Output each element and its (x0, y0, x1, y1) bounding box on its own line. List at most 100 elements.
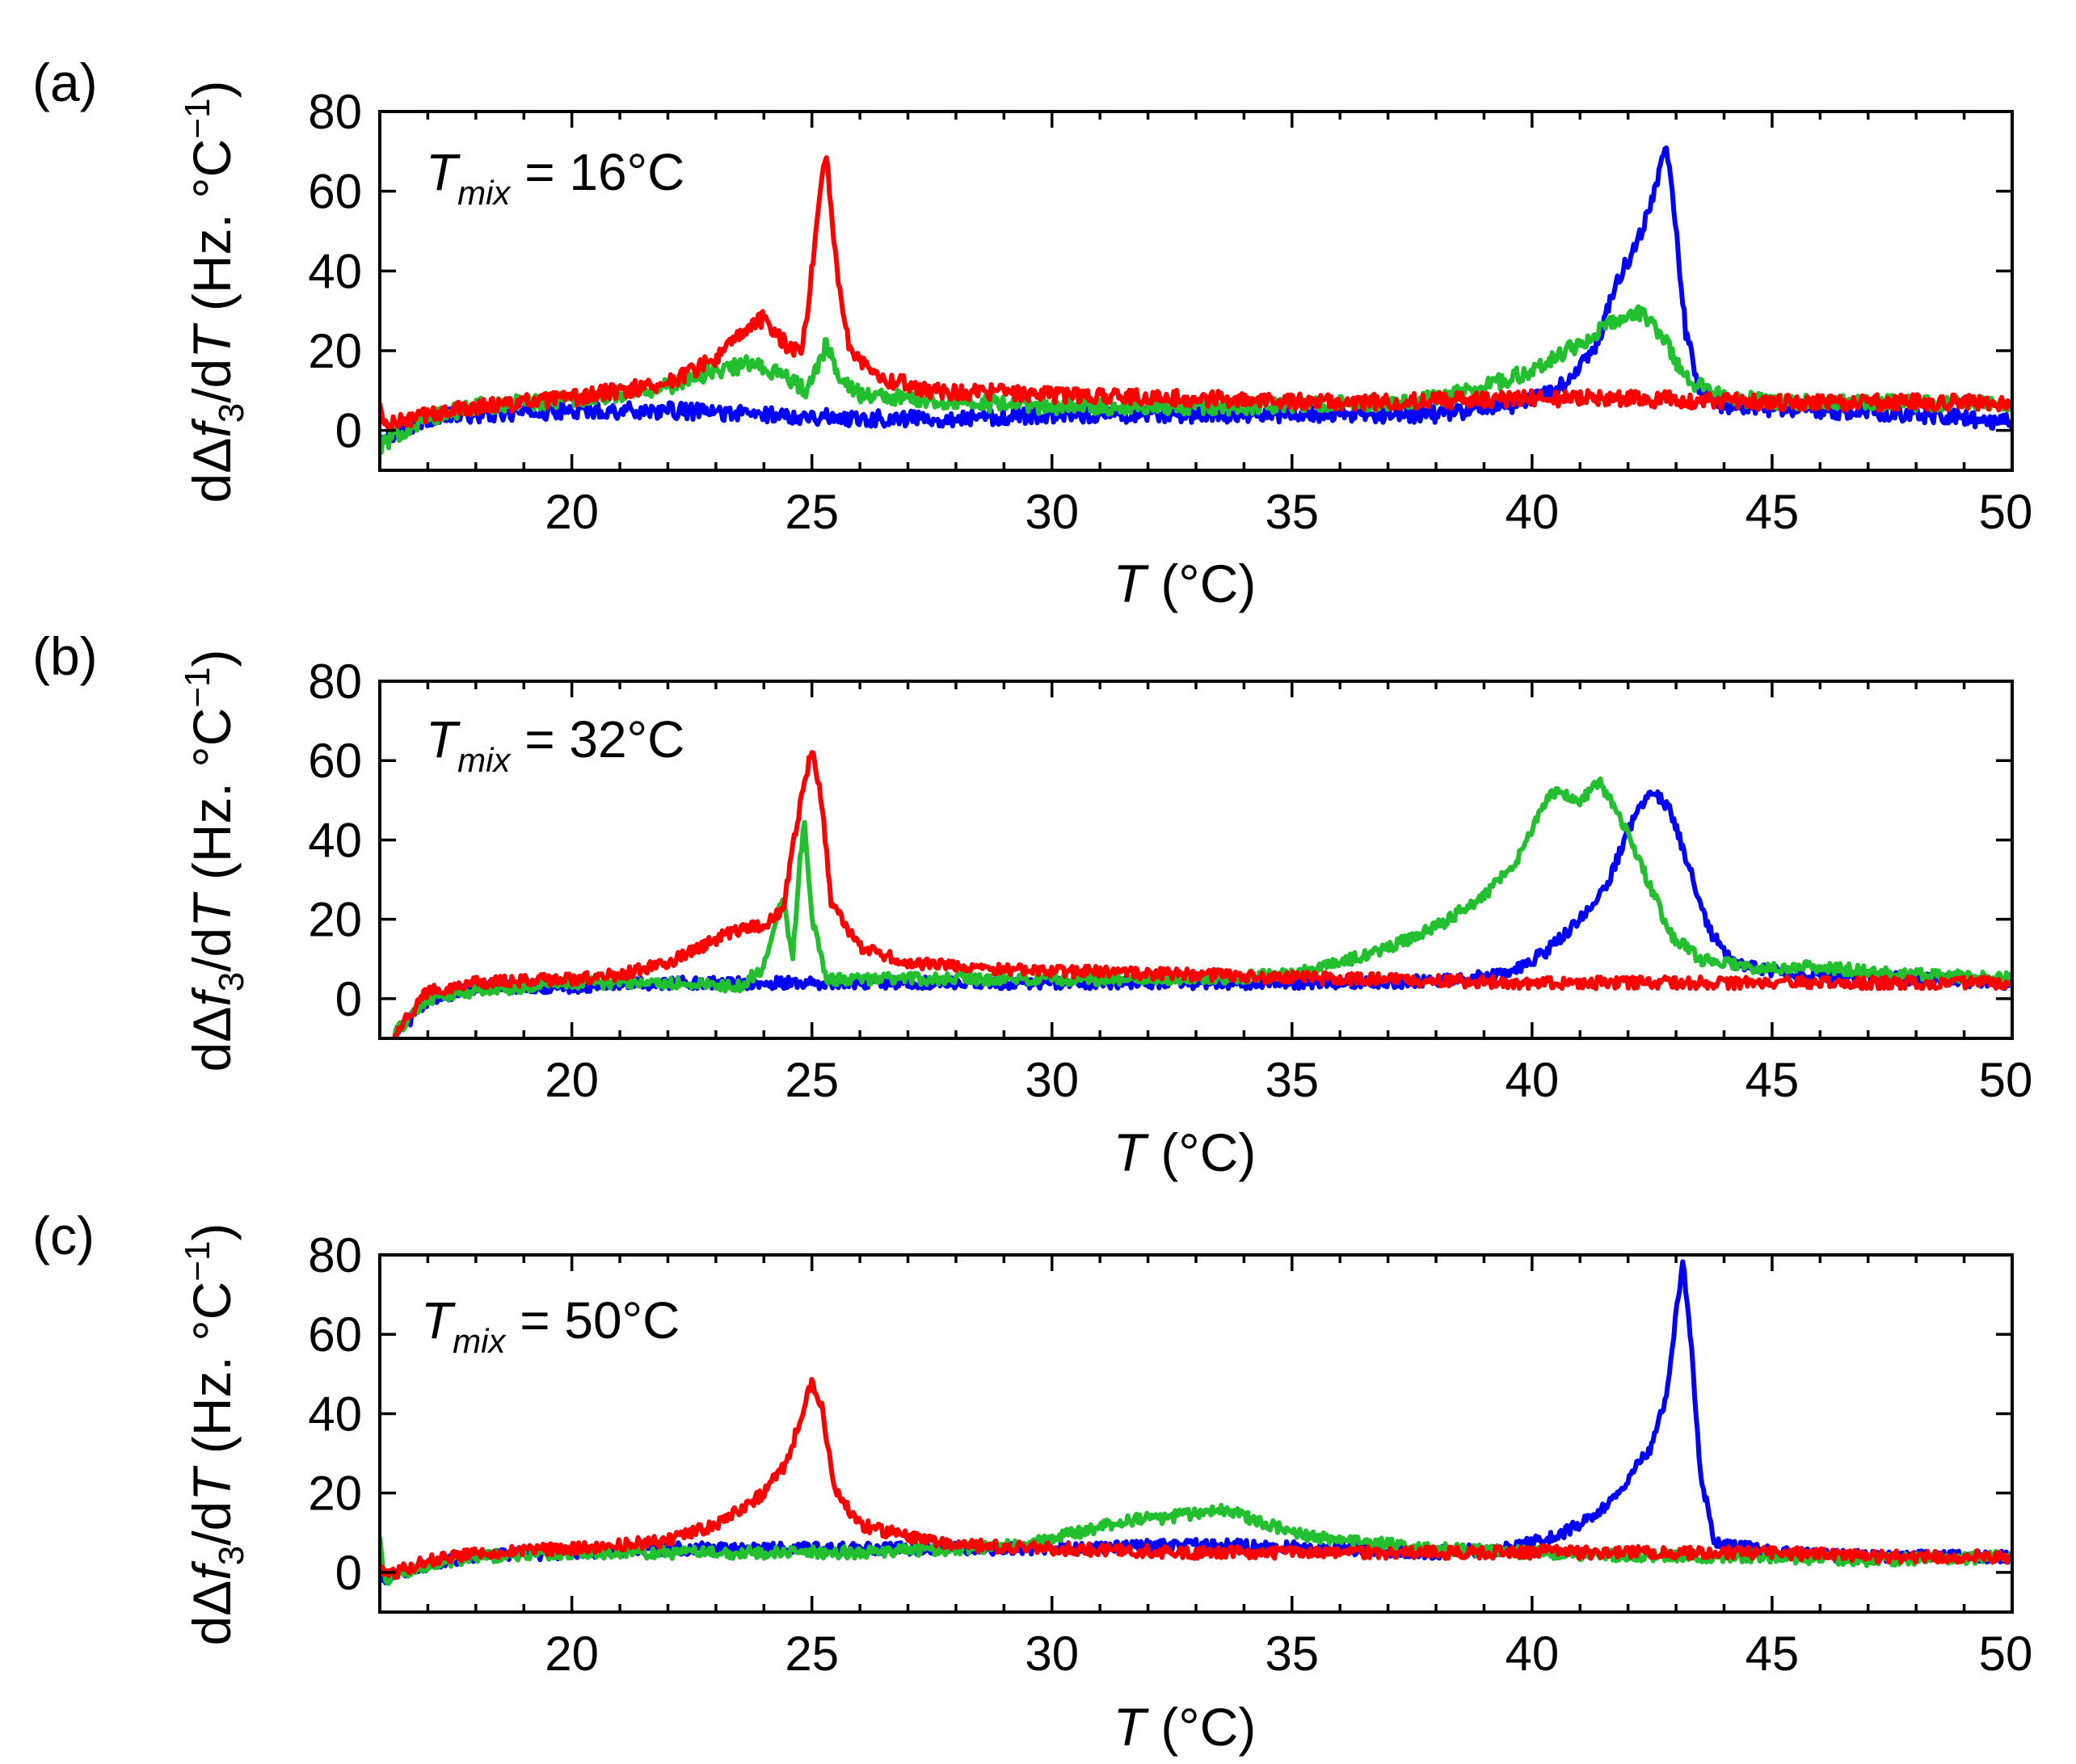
annotation-symbol: T (426, 143, 461, 201)
x-tick-label: 25 (785, 1053, 839, 1107)
x-tick-label: 45 (1745, 1053, 1800, 1107)
x-tick-label: 40 (1505, 1627, 1560, 1681)
series-line-blue (392, 789, 2012, 1038)
x-axis-units: (°C) (1146, 554, 1256, 613)
y-label-superscript: −1 (178, 99, 217, 139)
annotation-subscript: mix (457, 174, 512, 212)
annotation-subscript: mix (457, 741, 512, 779)
x-tick-label: 45 (1745, 1627, 1800, 1681)
y-label-delta: Δ (182, 438, 242, 474)
y-label-T: T (182, 1465, 242, 1501)
y-tick-label: 20 (308, 1467, 362, 1521)
y-tick-label: 80 (308, 655, 362, 709)
y-label-delta: Δ (182, 1007, 242, 1042)
y-label-superscript: −1 (178, 1241, 217, 1282)
y-label-close: ) (182, 81, 242, 99)
mix-temperature-annotation: Tmix = 32°C (426, 710, 684, 779)
x-tick-label: 25 (785, 1627, 839, 1681)
y-tick-label: 0 (335, 972, 362, 1026)
annotation-value: = 32°C (510, 710, 684, 768)
x-tick-label: 30 (1025, 1627, 1079, 1681)
annotation-symbol: T (426, 710, 461, 768)
x-axis-title: T (°C) (1114, 554, 1257, 613)
series-line-red (380, 155, 2012, 432)
x-tick-label: 40 (1505, 1053, 1560, 1107)
annotation-subscript: mix (453, 1322, 507, 1360)
x-tick-label: 20 (545, 1053, 599, 1107)
y-label-units: (Hz. °C (182, 139, 242, 326)
y-label-close: ) (182, 1223, 242, 1241)
y-axis-title: dΔf3/dT (Hz. °C−1) (178, 81, 251, 503)
y-label-T: T (182, 322, 242, 359)
y-label-subscript: 3 (212, 403, 251, 423)
series-line-red (380, 1377, 2012, 1580)
x-tick-label: 20 (545, 1627, 599, 1681)
x-tick-label: 30 (1025, 485, 1079, 539)
y-label-d: d (182, 1042, 242, 1072)
panel-label: (c) (32, 1206, 95, 1265)
y-label-delta: Δ (182, 1581, 242, 1616)
y-tick-label: 40 (308, 244, 362, 298)
y-label-d: d (182, 474, 242, 503)
y-label-units: (Hz. °C (182, 708, 242, 895)
y-label-close: ) (182, 650, 242, 667)
x-tick-label: 35 (1265, 1627, 1319, 1681)
x-axis-units: (°C) (1146, 1122, 1256, 1182)
x-axis-symbol: T (1114, 1697, 1150, 1757)
x-tick-label: 20 (545, 485, 599, 539)
y-tick-label: 80 (308, 85, 362, 139)
y-label-subscript: 3 (212, 1546, 251, 1565)
y-label-slash: /d (182, 928, 242, 972)
series-line-red (392, 750, 2012, 1038)
y-tick-label: 80 (308, 1228, 362, 1282)
y-tick-label: 60 (308, 1307, 362, 1362)
x-tick-label: 25 (785, 485, 839, 539)
plot-area: 20 25 30 35 40 45 50 0 20 40 60 80 (308, 655, 2032, 1107)
x-tick-label: 30 (1025, 1053, 1079, 1107)
series-line-green (380, 304, 2012, 455)
annotation-value: = 50°C (505, 1291, 680, 1349)
y-label-superscript: −1 (178, 667, 217, 708)
x-axis-title: T (°C) (1114, 1122, 1257, 1182)
y-tick-label: 20 (308, 324, 362, 378)
y-label-d: d (182, 1616, 242, 1646)
y-tick-label: 60 (308, 165, 362, 219)
x-axis-units: (°C) (1146, 1697, 1256, 1757)
y-label-slash: /d (182, 359, 242, 403)
y-axis-title: dΔf3/dT (Hz. °C−1) (178, 650, 251, 1072)
x-tick-label: 35 (1265, 485, 1319, 539)
y-label-units: (Hz. °C (182, 1282, 242, 1469)
x-tick-label: 50 (1979, 1053, 2033, 1107)
mix-temperature-annotation: Tmix = 50°C (421, 1291, 680, 1360)
x-axis-symbol: T (1114, 554, 1150, 613)
y-tick-label: 0 (335, 404, 362, 458)
annotation-value: = 16°C (510, 143, 684, 201)
y-axis-title: dΔf3/dT (Hz. °C−1) (178, 1223, 251, 1646)
y-tick-label: 60 (308, 734, 362, 788)
annotation-symbol: T (421, 1291, 456, 1349)
y-tick-label: 20 (308, 893, 362, 947)
mix-temperature-annotation: Tmix = 16°C (426, 143, 684, 212)
y-tick-label: 0 (335, 1546, 362, 1600)
series-group (392, 750, 2012, 1038)
x-tick-label: 40 (1505, 485, 1560, 539)
panel-label: (b) (32, 626, 98, 686)
x-tick-label: 50 (1979, 1627, 2033, 1681)
x-tick-label: 35 (1265, 1053, 1319, 1107)
panel-label: (a) (32, 53, 98, 112)
plot-area: 20 25 30 35 40 45 50 0 20 40 60 80 (308, 1228, 2032, 1681)
y-tick-label: 40 (308, 1387, 362, 1441)
x-axis-title: T (°C) (1114, 1697, 1257, 1757)
y-tick-label: 40 (308, 813, 362, 867)
x-tick-label: 50 (1979, 485, 2033, 539)
y-label-slash: /d (182, 1501, 242, 1546)
y-label-subscript: 3 (212, 972, 251, 991)
x-tick-label: 45 (1745, 485, 1800, 539)
x-axis-symbol: T (1114, 1122, 1150, 1182)
series-group (380, 1259, 2012, 1586)
series-group (380, 145, 2012, 455)
